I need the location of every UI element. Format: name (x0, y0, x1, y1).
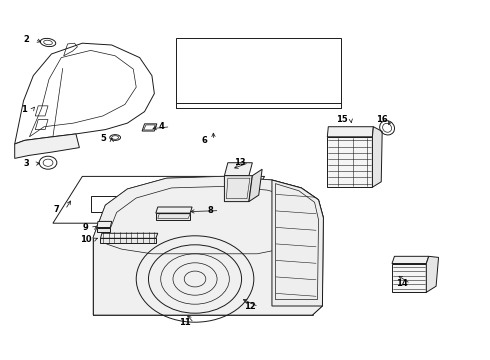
Polygon shape (392, 256, 429, 264)
Polygon shape (100, 238, 156, 243)
Text: 15: 15 (336, 115, 348, 124)
Text: 1: 1 (21, 105, 26, 114)
Text: 5: 5 (100, 134, 106, 143)
Text: 11: 11 (179, 318, 191, 328)
Polygon shape (249, 169, 262, 202)
Text: 6: 6 (202, 136, 208, 145)
Polygon shape (224, 176, 252, 202)
Text: 9: 9 (83, 223, 89, 232)
Polygon shape (93, 176, 323, 315)
Text: 3: 3 (23, 159, 29, 168)
Polygon shape (426, 256, 439, 292)
Polygon shape (224, 163, 252, 176)
Polygon shape (100, 233, 158, 238)
Polygon shape (15, 134, 79, 158)
Text: 7: 7 (53, 205, 59, 214)
Polygon shape (93, 176, 323, 256)
Polygon shape (272, 180, 323, 306)
Text: 14: 14 (396, 279, 408, 288)
Polygon shape (392, 264, 426, 292)
Polygon shape (156, 207, 192, 213)
Polygon shape (327, 137, 372, 187)
Polygon shape (156, 213, 190, 220)
Text: 8: 8 (208, 206, 214, 215)
Text: 4: 4 (159, 122, 165, 131)
Polygon shape (327, 127, 373, 137)
Polygon shape (97, 221, 112, 228)
Text: 10: 10 (80, 235, 92, 244)
Polygon shape (97, 228, 110, 232)
Text: 12: 12 (244, 302, 256, 311)
Text: 2: 2 (23, 35, 29, 44)
Polygon shape (372, 127, 382, 187)
Text: 13: 13 (234, 158, 246, 167)
Text: 16: 16 (376, 115, 388, 124)
